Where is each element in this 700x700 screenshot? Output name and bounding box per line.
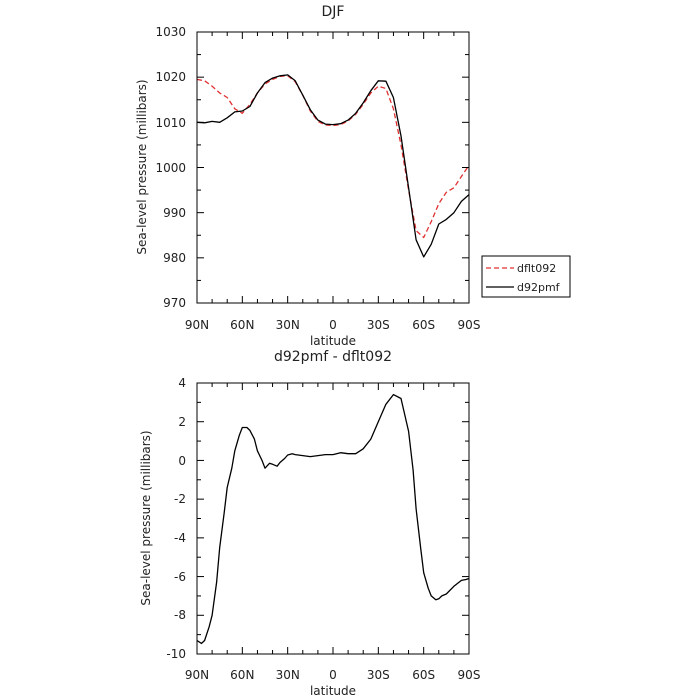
y-tick-label: 0 [178, 454, 186, 468]
chart-top-y-tick-labels: 970 980 990 1000 1010 1020 1030 [155, 25, 186, 310]
chart-top-y-axis-label: Sea-level pressure (millibars) [135, 79, 149, 254]
x-tick-label: 30N [276, 668, 300, 682]
chart-bottom-series-layer [196, 393, 470, 645]
chart-bottom-ticks [196, 382, 470, 655]
x-tick-label: 60S [412, 318, 435, 332]
series-line [196, 393, 470, 645]
y-tick-label: 2 [178, 415, 186, 429]
x-tick-label: 30S [367, 668, 390, 682]
y-tick-label: 990 [163, 206, 186, 220]
x-tick-label: 0 [329, 668, 337, 682]
x-tick-label: 90S [458, 668, 481, 682]
chart-top-ticks [196, 31, 470, 304]
legend-label-dflt092: dflt092 [517, 262, 556, 275]
chart-top-frame [196, 31, 470, 304]
y-tick-label: -2 [174, 492, 186, 506]
x-tick-label: 0 [329, 318, 337, 332]
chart-top-x-tick-labels: 90N 60N 30N 0 30S 60S 90S [185, 318, 481, 332]
y-tick-label: 4 [178, 376, 186, 390]
y-tick-label: 970 [163, 296, 186, 310]
x-tick-label: 60S [412, 668, 435, 682]
chart-bottom-title: d92pmf - dflt092 [274, 349, 392, 365]
chart-bottom-x-axis-label: latitude [310, 684, 356, 698]
chart-bottom-y-axis-label: Sea-level pressure (millibars) [139, 430, 153, 605]
x-tick-label: 60N [230, 668, 254, 682]
y-tick-label: 980 [163, 251, 186, 265]
chart-bottom-y-tick-labels: -10 -8 -6 -4 -2 0 2 4 [166, 376, 186, 661]
y-tick-label: 1010 [155, 116, 186, 130]
x-tick-label: 90N [185, 318, 209, 332]
y-tick-label: -10 [166, 647, 186, 661]
chart-bottom-x-tick-labels: 90N 60N 30N 0 30S 60S 90S [185, 668, 481, 682]
y-tick-label: 1020 [155, 70, 186, 84]
chart-bottom: d92pmf - dflt092 90N 60N 30N 0 30S 60S 9… [139, 349, 480, 698]
series-line-d92pmf [196, 74, 470, 258]
x-tick-label: 30N [276, 318, 300, 332]
x-tick-label: 60N [230, 318, 254, 332]
chart-top-title: DJF [322, 4, 345, 20]
x-tick-label: 30S [367, 318, 390, 332]
x-tick-label: 90S [458, 318, 481, 332]
chart-top-legend: dflt092 d92pmf [481, 255, 571, 298]
y-tick-label: -4 [174, 531, 186, 545]
y-tick-label: -6 [174, 570, 186, 584]
chart-top-x-axis-label: latitude [310, 334, 356, 348]
x-tick-label: 90N [185, 668, 209, 682]
chart-top: DJF 90N 60N 30N 0 30S 60S 90S 970 980 99… [135, 4, 571, 348]
series-line-dflt092 [196, 75, 470, 239]
y-tick-label: 1030 [155, 25, 186, 39]
legend-label-d92pmf: d92pmf [517, 281, 561, 294]
y-tick-label: 1000 [155, 161, 186, 175]
chart-bottom-frame [196, 382, 470, 655]
y-tick-label: -8 [174, 608, 186, 622]
chart-top-series-layer [196, 74, 470, 258]
legend-box [481, 255, 571, 298]
